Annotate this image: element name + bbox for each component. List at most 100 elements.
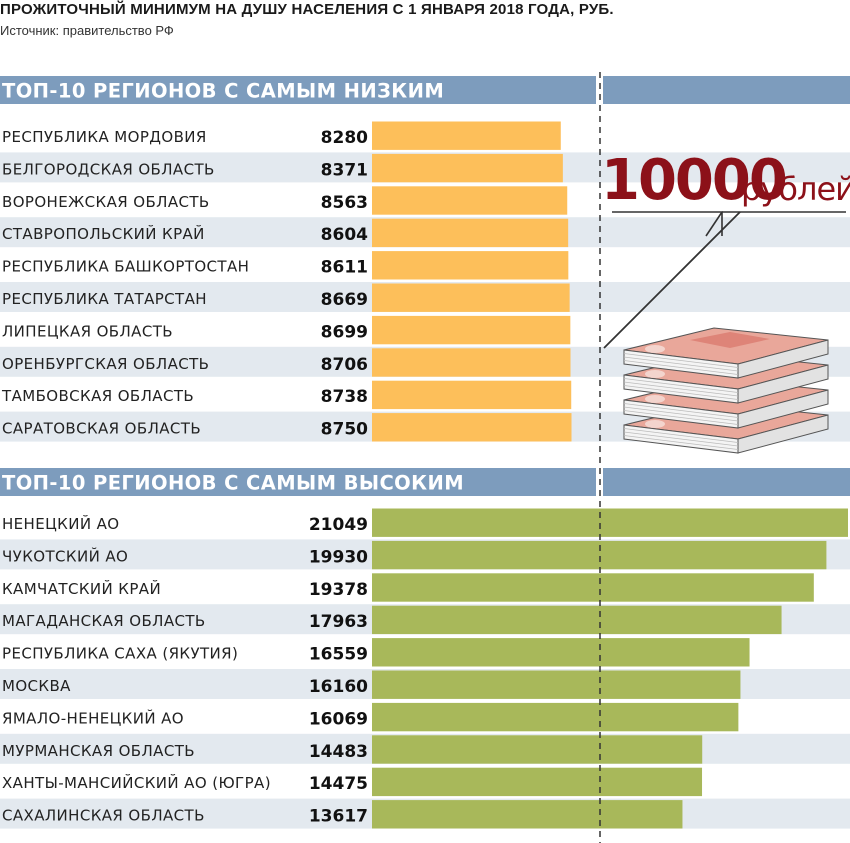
value-label: 13617 xyxy=(309,807,368,827)
bar-row: САХАЛИНСКАЯ ОБЛАСТЬ 13617 xyxy=(0,798,850,829)
value-label: 16069 xyxy=(309,709,368,729)
section-header-band xyxy=(603,76,850,104)
paper-edge xyxy=(623,403,739,418)
bar xyxy=(372,573,814,602)
bar xyxy=(372,735,703,764)
banknote-brick xyxy=(623,327,829,379)
bar-row: ЧУКОТСКИЙ АО 19930 xyxy=(0,539,850,570)
bar-row: РЕСПУБЛИКА МОРДОВИЯ 8280 xyxy=(2,121,561,150)
category-label: КАМЧАТСКИЙ КРАЙ xyxy=(2,579,161,598)
section-title: ТОП-10 РЕГИОНОВ С САМЫМ ВЫСОКИМ xyxy=(2,472,464,495)
paper-edge xyxy=(623,353,739,368)
value-label: 16559 xyxy=(309,645,368,665)
category-label: САРАТОВСКАЯ ОБЛАСТЬ xyxy=(2,420,201,438)
value-label: 8669 xyxy=(321,290,368,310)
brick-side xyxy=(737,389,829,429)
banknote-watermark xyxy=(645,370,665,378)
category-label: РЕСПУБЛИКА САХА (ЯКУТИЯ) xyxy=(2,645,238,663)
bar xyxy=(372,702,739,732)
bar-row: КАМЧАТСКИЙ КРАЙ 19378 xyxy=(2,573,814,602)
category-label: ОРЕНБУРГСКАЯ ОБЛАСТЬ xyxy=(2,355,209,373)
bar xyxy=(372,508,848,537)
value-label: 8604 xyxy=(321,225,368,245)
category-label: МУРМАНСКАЯ ОБЛАСТЬ xyxy=(2,742,195,760)
category-label: РЕСПУБЛИКА БАШКОРТОСТАН xyxy=(2,258,249,276)
bar xyxy=(372,348,571,377)
section-title: ТОП-10 РЕГИОНОВ С САМЫМ НИЗКИМ xyxy=(2,80,444,103)
bar xyxy=(372,218,569,248)
bar xyxy=(372,670,741,699)
bar-row: СТАВРОПОЛЬСКИЙ КРАЙ 8604 xyxy=(0,217,850,248)
category-label: ВОРОНЕЖСКАЯ ОБЛАСТЬ xyxy=(2,193,210,211)
bar-row: МАГАДАНСКАЯ ОБЛАСТЬ 17963 xyxy=(0,604,850,635)
callout-unit: рублей xyxy=(741,170,850,208)
paper-edge xyxy=(623,381,739,397)
bar-row: НЕНЕЦКИЙ АО 21049 xyxy=(2,508,848,537)
category-label: МОСКВА xyxy=(2,677,71,695)
section-header-band xyxy=(0,468,596,496)
paper-edge xyxy=(623,406,739,422)
category-label: ЛИПЕЦКАЯ ОБЛАСТЬ xyxy=(2,322,173,340)
bar xyxy=(372,315,571,345)
value-label: 8280 xyxy=(321,128,368,148)
callout: 10000 рублей xyxy=(601,148,850,454)
bar-row: РЕСПУБЛИКА САХА (ЯКУТИЯ) 16559 xyxy=(2,638,750,667)
paper-edge xyxy=(623,410,739,425)
bar xyxy=(372,251,569,280)
paper-edge xyxy=(623,435,739,450)
banknote-pattern xyxy=(690,332,770,348)
paper-edge xyxy=(623,428,739,443)
callout-pointer xyxy=(603,211,846,349)
banknote-stack-icon xyxy=(623,327,829,454)
callout-number: 10000 xyxy=(601,148,786,213)
category-label: МАГАДАНСКАЯ ОБЛАСТЬ xyxy=(2,612,206,630)
bar-row: РЕСПУБЛИКА ТАТАРСТАН 8669 xyxy=(0,282,850,312)
value-label: 8706 xyxy=(321,355,368,375)
bar xyxy=(372,380,572,410)
value-label: 17963 xyxy=(309,612,368,632)
value-label: 14475 xyxy=(309,774,368,794)
category-label: ЯМАЛО-НЕНЕЦКИЙ АО xyxy=(2,708,184,727)
brick-side xyxy=(737,414,829,454)
section-low: ТОП-10 РЕГИОНОВ С САМЫМ НИЗКИМ РЕСПУБЛИКА… xyxy=(0,76,850,442)
section-header-band xyxy=(603,468,850,496)
bar-row: ТАМБОВСКАЯ ОБЛАСТЬ 8738 xyxy=(1,380,572,410)
banknote-watermark xyxy=(645,420,665,428)
category-label: СТАВРОПОЛЬСКИЙ КРАЙ xyxy=(2,224,205,243)
category-label: БЕЛГОРОДСКАЯ ОБЛАСТЬ xyxy=(2,160,215,178)
bar-row: ЛИПЕЦКАЯ ОБЛАСТЬ 8699 xyxy=(2,315,571,345)
bar xyxy=(372,283,570,312)
bar-row: ЯМАЛО-НЕНЕЦКИЙ АО 16069 xyxy=(2,702,739,732)
bar xyxy=(372,767,703,797)
bar xyxy=(372,186,568,215)
value-label: 14483 xyxy=(309,742,368,762)
pointer-line xyxy=(603,211,741,349)
value-label: 8371 xyxy=(321,160,368,180)
category-label: ТАМБОВСКАЯ ОБЛАСТЬ xyxy=(1,387,194,405)
value-label: 8738 xyxy=(321,387,368,407)
pointer-line xyxy=(705,211,723,237)
banknote-watermark xyxy=(645,395,665,403)
bar-row: ВОРОНЕЖСКАЯ ОБЛАСТЬ 8563 xyxy=(2,186,568,215)
bar xyxy=(372,800,683,829)
value-label: 8750 xyxy=(321,420,368,440)
category-label: РЕСПУБЛИКА МОРДОВИЯ xyxy=(2,128,207,146)
paper-edge xyxy=(623,385,739,400)
chart-sections: ТОП-10 РЕГИОНОВ С САМЫМ НИЗКИМ РЕСПУБЛИКА… xyxy=(0,76,850,829)
paper-edge xyxy=(623,360,739,375)
bar xyxy=(372,413,572,442)
chart-title: ПРОЖИТОЧНЫЙ МИНИМУМ НА ДУШУ НАСЕЛЕНИЯ С … xyxy=(0,1,614,18)
category-label: ХАНТЫ-МАНСИЙСКИЙ АО (ЮГРА) xyxy=(2,773,271,792)
value-label: 19930 xyxy=(309,547,368,567)
paper-edge xyxy=(623,356,739,372)
banknote-watermark xyxy=(645,345,665,353)
bar xyxy=(372,121,561,150)
bar xyxy=(372,153,563,183)
brick-side xyxy=(737,364,829,404)
paper-edge xyxy=(623,378,739,393)
section-high: ТОП-10 РЕГИОНОВ С САМЫМ ВЫСОКИМ НЕНЕЦКИЙ … xyxy=(0,468,850,829)
bar xyxy=(372,638,750,667)
value-label: 8563 xyxy=(321,193,368,213)
value-label: 19378 xyxy=(309,580,368,600)
